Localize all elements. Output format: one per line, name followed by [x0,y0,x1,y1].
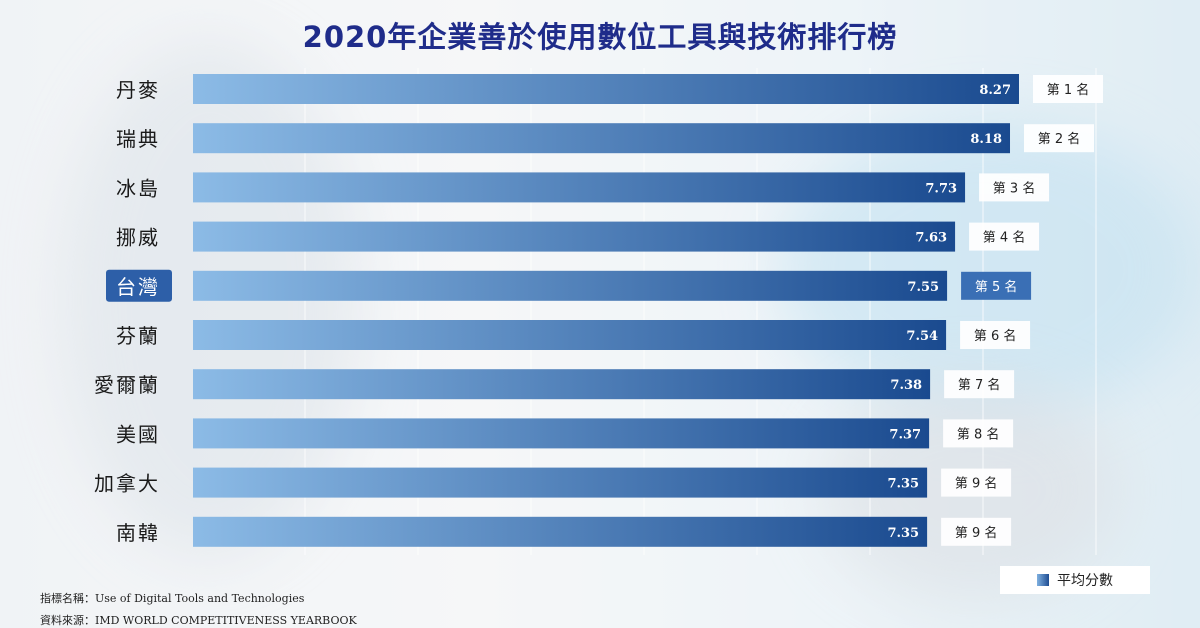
rank-badge [969,222,1040,251]
rank-label: 第 1 名 [1047,82,1090,98]
source-footnote: 資料來源：IMD WORLD COMPETITIVENESS YEARBOOK [40,614,357,627]
data-bar [193,74,1019,104]
rank-label: 第 4 名 [983,230,1026,246]
rank-label: 第 2 名 [1038,131,1081,147]
rank-badge [941,468,1012,497]
legend-label: 平均分數 [1057,573,1113,589]
chart-legend: 平均分數 [1000,566,1150,594]
rank-label: 第 6 名 [974,328,1017,344]
data-bar [193,369,931,400]
value-label: 7.55 [907,280,939,295]
value-label: 8.18 [970,132,1002,147]
rank-label: 第 5 名 [975,279,1018,295]
category-label: 美國 [116,422,160,446]
rank-badge [979,173,1050,202]
rank-badge [960,321,1031,349]
category-label: 南韓 [116,521,160,545]
category-label: 冰島 [116,176,160,200]
value-label: 7.35 [887,526,919,541]
rank-label: 第 9 名 [955,525,998,541]
category-label: 瑞典 [116,127,160,151]
value-label: 7.38 [890,378,922,393]
value-label: 7.35 [887,477,919,492]
value-label: 7.37 [889,427,921,442]
highlight-label-box [106,269,172,302]
rank-badge [941,517,1012,546]
rank-label: 第 7 名 [958,377,1001,393]
value-label: 7.54 [906,329,938,344]
value-label: 8.27 [979,83,1011,98]
category-label: 台灣 [116,275,160,299]
rank-badge [1024,124,1095,153]
data-bar [193,172,966,203]
data-bar [193,516,928,547]
data-bar [193,270,948,301]
rank-badge [943,419,1014,448]
legend-swatch [1037,574,1049,586]
data-bar [193,467,928,498]
data-bar [193,320,947,350]
chart-title: 2020年企業善於使用數位工具與技術排行榜 [302,20,898,54]
rank-badge [1033,75,1103,103]
rank-label: 第 3 名 [993,180,1036,196]
value-label: 7.63 [915,231,947,246]
category-label: 愛爾蘭 [94,373,160,397]
category-label: 丹麥 [116,78,160,102]
rank-badge [961,271,1032,300]
category-label: 芬蘭 [116,324,160,348]
value-label: 7.73 [925,181,957,196]
data-bar [193,123,1011,154]
rank-badge [944,370,1015,399]
category-label: 加拿大 [94,472,160,496]
data-bar [193,221,956,252]
rank-label: 第 8 名 [957,426,1000,442]
indicator-footnote: 指標名稱：Use of Digital Tools and Technologi… [40,592,305,605]
data-bar [193,418,930,449]
rank-label: 第 9 名 [955,476,998,492]
category-label: 挪威 [116,226,160,250]
